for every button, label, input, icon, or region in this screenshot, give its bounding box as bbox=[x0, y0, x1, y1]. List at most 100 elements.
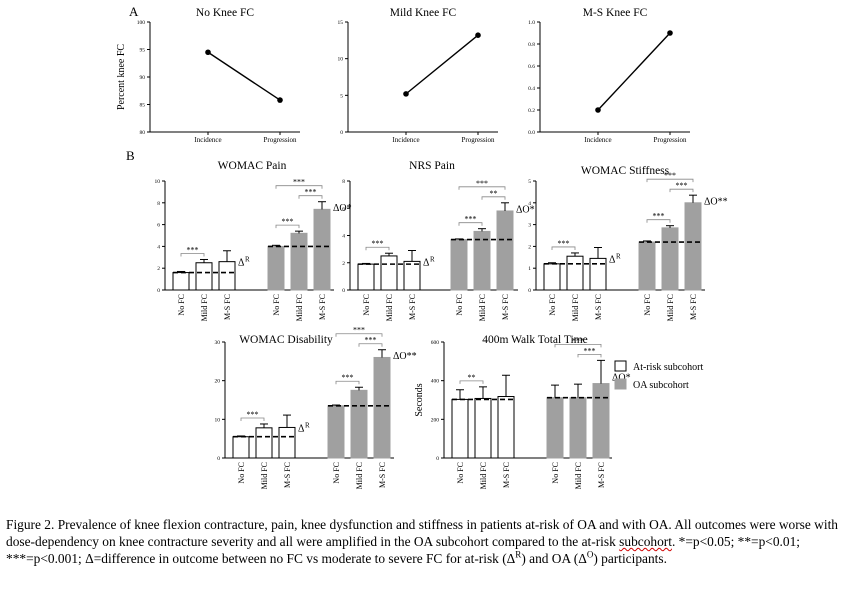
y-tick-label: 30 bbox=[215, 340, 221, 346]
y-tick-label: 0 bbox=[342, 288, 345, 294]
significance-bracket bbox=[554, 343, 602, 348]
significance-bracket bbox=[335, 333, 383, 337]
panel-label-a: A bbox=[129, 4, 139, 19]
x-tick-label: Incidence bbox=[392, 136, 419, 144]
legend-swatch-at-risk bbox=[614, 360, 627, 372]
y-tick-label: 100 bbox=[137, 20, 146, 26]
data-point bbox=[403, 91, 409, 97]
y-tick-label: 8 bbox=[342, 179, 345, 185]
y-tick-label: 400 bbox=[431, 379, 440, 385]
bar bbox=[592, 383, 610, 459]
x-tick-label: M-S FC bbox=[283, 462, 292, 488]
chart-b4: WOMAC Disability 0 10 20 30 No FC Mild FC M-S F… bbox=[215, 326, 417, 490]
y-tick-label: 0.4 bbox=[528, 86, 535, 92]
significance-label: *** bbox=[247, 410, 259, 419]
bar bbox=[496, 210, 514, 291]
bar bbox=[661, 227, 679, 291]
x-tick-label: No FC bbox=[272, 294, 281, 316]
delta-at-risk-sup: R bbox=[430, 255, 435, 263]
x-tick-label: M-S FC bbox=[597, 462, 606, 488]
chart-a2: Mild Knee FC 0 5 10 15 Incidence Progression bbox=[338, 7, 498, 144]
y-tick-label: 10 bbox=[155, 179, 161, 185]
significance-bracket bbox=[298, 195, 323, 199]
chart-b2: NRS Pain 0 2 4 6 8 No FC Mild FC M-S FC No FC Mild… bbox=[342, 160, 534, 321]
significance-bracket bbox=[646, 178, 694, 183]
series-line bbox=[207, 51, 281, 101]
y-tick-label: 2 bbox=[528, 244, 531, 250]
significance-label: *** bbox=[342, 373, 354, 382]
y-tick-label: 0 bbox=[436, 456, 439, 462]
significance-bracket bbox=[551, 246, 576, 250]
caption-subcohort-word: subcohort bbox=[619, 534, 672, 549]
significance-label: *** bbox=[372, 239, 384, 248]
significance-label: *** bbox=[476, 179, 488, 188]
y-tick-label: 15 bbox=[338, 20, 344, 26]
data-point bbox=[205, 49, 211, 56]
y-tick-label: 1 bbox=[528, 266, 531, 272]
x-tick-label: Mild FC bbox=[666, 294, 675, 321]
significance-label: *** bbox=[558, 239, 570, 248]
y-tick-label: 200 bbox=[431, 417, 440, 423]
y-tick-label: 6 bbox=[342, 206, 345, 212]
chart-title: No Knee FC bbox=[196, 7, 254, 19]
chart-b1: WOMAC Pain 0 2 4 6 8 10 No FC Mild FC M-S FC No FC… bbox=[155, 160, 352, 321]
x-tick-label: Mild FC bbox=[260, 462, 269, 489]
chart-title: NRS Pain bbox=[409, 160, 455, 172]
caption-part-2: . *=p<0.05; **=p<0.01; ***=p<0.001; Δ=di… bbox=[6, 534, 801, 566]
y-tick-label: 0 bbox=[217, 456, 220, 462]
bar bbox=[497, 396, 515, 459]
y-axis-label: Seconds bbox=[414, 383, 425, 416]
x-tick-label: Mild FC bbox=[574, 462, 583, 489]
x-tick-label: M-S FC bbox=[408, 294, 417, 320]
x-tick-label: Mild FC bbox=[385, 294, 394, 321]
y-tick-label: 4 bbox=[342, 234, 345, 240]
significance-bracket bbox=[459, 380, 484, 384]
y-tick-label: 2 bbox=[342, 261, 345, 267]
y-tick-label: 0.2 bbox=[528, 108, 535, 114]
x-tick-label: No FC bbox=[456, 462, 465, 484]
bar bbox=[267, 245, 285, 291]
data-point bbox=[277, 97, 283, 103]
delta-at-risk-sup: R bbox=[305, 421, 310, 429]
data-point bbox=[667, 30, 673, 36]
delta-at-risk-sup: R bbox=[616, 252, 621, 260]
y-tick-label: 1.0 bbox=[528, 20, 535, 26]
delta-oa: ΔO** bbox=[704, 197, 728, 208]
y-tick-label: 6 bbox=[157, 223, 160, 229]
x-tick-label: No FC bbox=[551, 462, 560, 484]
significance-bracket bbox=[335, 380, 360, 385]
x-tick-label: M-S FC bbox=[502, 462, 511, 488]
chart-title: Mild Knee FC bbox=[390, 7, 457, 19]
significance-bracket bbox=[365, 246, 390, 251]
y-tick-label: 3 bbox=[528, 223, 531, 229]
delta-oa: ΔO* bbox=[612, 373, 631, 384]
x-tick-label: Progression bbox=[461, 136, 495, 144]
x-tick-label: M-S FC bbox=[594, 294, 603, 320]
x-tick-label: M-S FC bbox=[689, 294, 698, 320]
bar bbox=[546, 397, 564, 459]
x-tick-label: M-S FC bbox=[378, 462, 387, 488]
x-tick-label: No FC bbox=[548, 294, 557, 316]
y-tick-label: 4 bbox=[528, 201, 531, 207]
significance-bracket bbox=[180, 253, 205, 257]
bar bbox=[278, 426, 296, 459]
chart-b3: WOMAC Stiffness 0 1 2 3 4 5 No FC Mild FC M-S FC N… bbox=[528, 165, 727, 321]
bar bbox=[474, 397, 492, 459]
significance-bracket bbox=[577, 353, 602, 358]
x-tick-label: Incidence bbox=[194, 136, 221, 144]
delta-at-risk: Δ bbox=[238, 258, 245, 269]
bar bbox=[543, 263, 561, 291]
significance-bracket bbox=[669, 188, 694, 193]
panel-label-b: B bbox=[126, 148, 135, 163]
y-tick-label: 80 bbox=[140, 130, 146, 136]
chart-title: M-S Knee FC bbox=[583, 7, 648, 19]
x-tick-label: Mild FC bbox=[479, 462, 488, 489]
x-tick-label: Mild FC bbox=[478, 294, 487, 321]
x-tick-label: M-S FC bbox=[223, 294, 232, 320]
x-tick-label: M-S FC bbox=[318, 294, 327, 320]
bar bbox=[313, 208, 331, 291]
x-tick-label: No FC bbox=[643, 294, 652, 316]
x-tick-label: Mild FC bbox=[200, 294, 209, 321]
bar bbox=[380, 255, 398, 291]
significance-label: *** bbox=[653, 212, 665, 221]
